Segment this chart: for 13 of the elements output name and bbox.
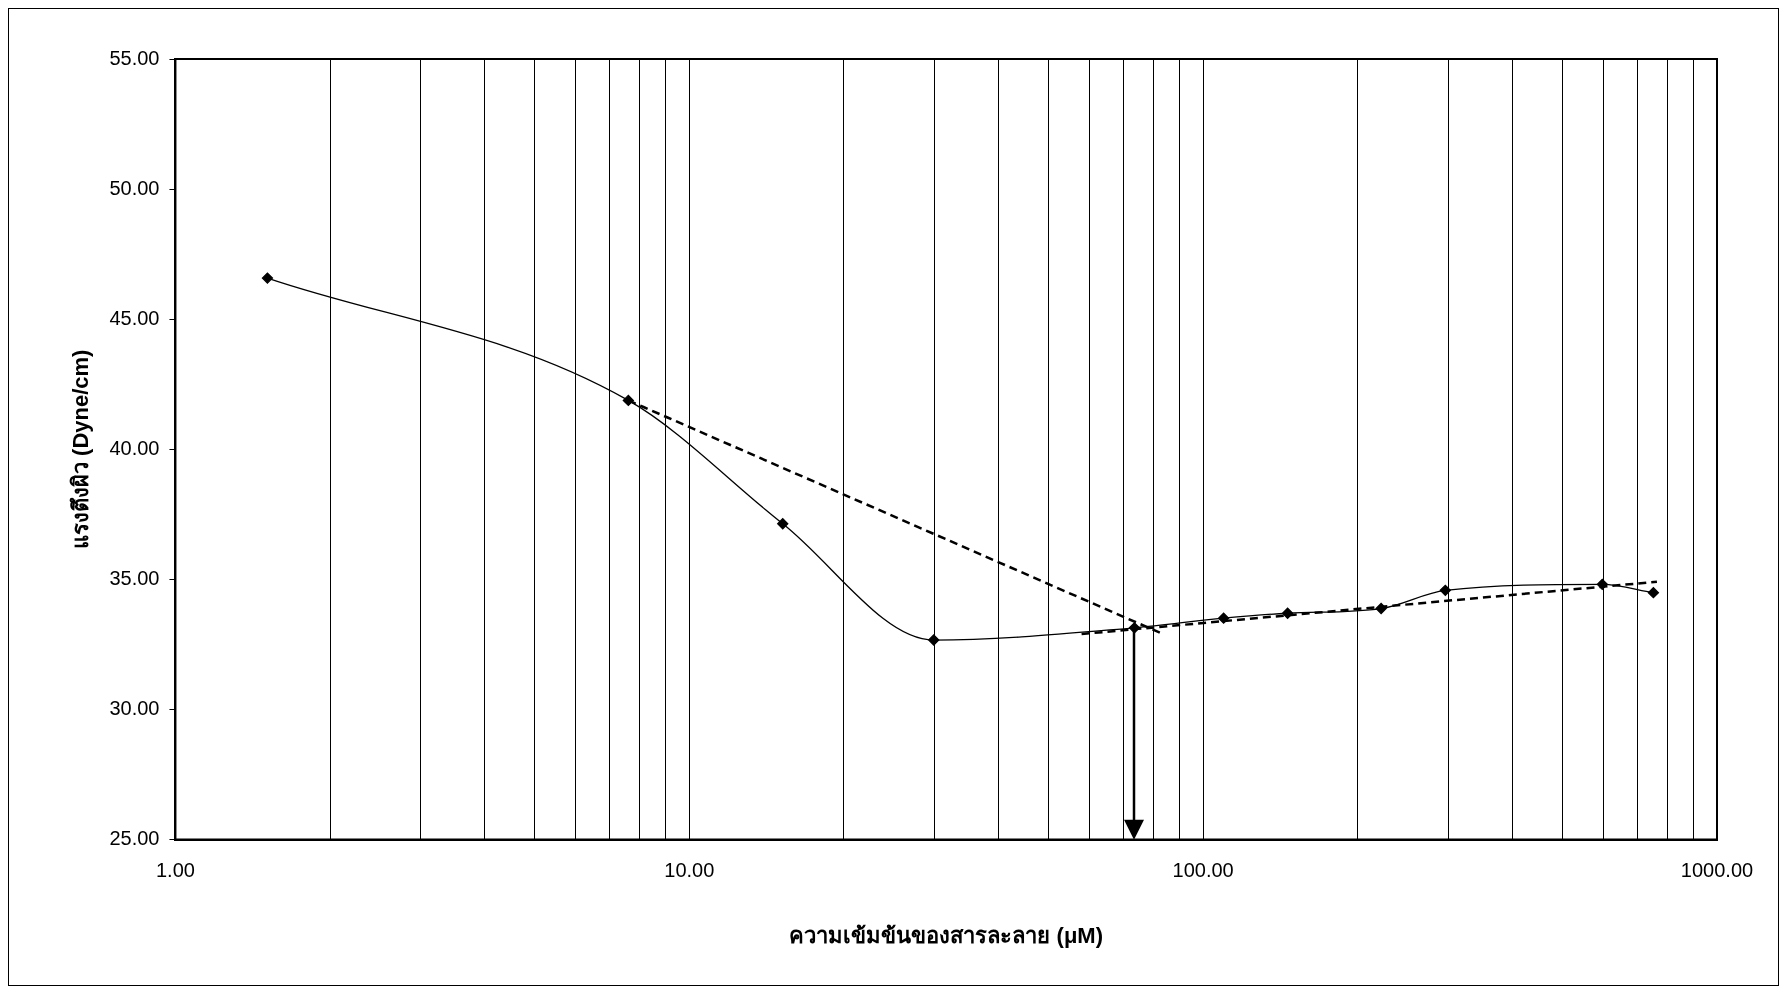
x-tick-label: 1000.00 <box>1680 859 1754 882</box>
y-tick-label: 55.00 <box>109 46 160 69</box>
y-tick-label: 25.00 <box>109 827 160 850</box>
y-tick-label: 40.00 <box>109 436 160 459</box>
y-tick-label: 35.00 <box>109 566 160 589</box>
x-tick-label: 1.00 <box>155 859 195 882</box>
y-axis-title: แรงตึงผิว (Dyne/cm) <box>68 349 94 550</box>
x-tick-label: 10.00 <box>664 859 715 882</box>
y-tick-label: 45.00 <box>109 306 160 329</box>
x-tick-label: 100.00 <box>1172 859 1234 882</box>
x-axis-title: ความเข้มข้นของสารละลาย (μM) <box>789 922 1104 948</box>
y-tick-label: 30.00 <box>109 697 160 720</box>
y-tick-label: 50.00 <box>109 176 160 199</box>
